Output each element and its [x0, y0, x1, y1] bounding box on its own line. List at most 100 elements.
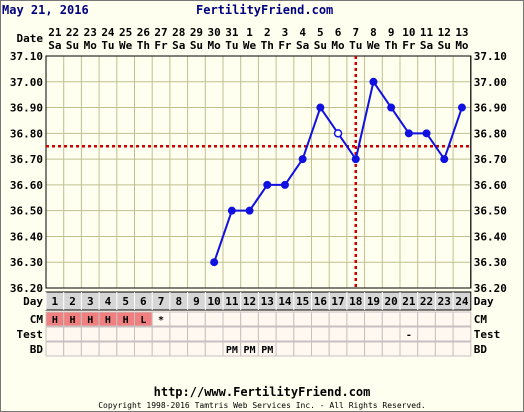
bd-cell [169, 341, 189, 357]
weekday-label: Sa [48, 39, 61, 52]
date-number: 22 [66, 26, 79, 39]
temp-line-segment [372, 81, 392, 109]
bd-value: PM [226, 345, 238, 356]
bd-cell [328, 341, 348, 357]
y-tick-label-left: 36.60 [10, 179, 43, 192]
cm-row-label-left: CM [30, 313, 44, 326]
bd-cell [116, 341, 136, 357]
cm-cell [364, 311, 383, 327]
temp-point [227, 206, 236, 215]
temp-point [387, 103, 396, 112]
weekday-label: We [119, 39, 133, 52]
temp-line-segment [354, 81, 375, 160]
bd-cell [434, 341, 454, 357]
cycle-day-number: 14 [278, 295, 292, 308]
date-number: 8 [370, 26, 377, 39]
site-name[interactable]: FertilityFriend.com [196, 3, 334, 17]
date-number: 21 [48, 26, 62, 39]
bd-cell [311, 341, 330, 357]
bd-cell [151, 341, 171, 357]
y-tick-label-left: 36.70 [10, 153, 43, 166]
date-number: 24 [101, 26, 115, 39]
y-tick-label-left: 37.10 [10, 50, 43, 63]
cm-cell [222, 311, 242, 327]
date-number: 28 [172, 26, 185, 39]
temp-point-open [333, 129, 343, 138]
date-number: 27 [154, 26, 167, 39]
weekday-label: Mo [208, 39, 222, 52]
cycle-day-number: 10 [208, 295, 221, 308]
y-tick-label-right: 36.30 [474, 256, 507, 269]
y-tick-label-left: 36.90 [10, 102, 43, 115]
date-number: 9 [388, 26, 395, 39]
date-number: 31 [225, 26, 239, 39]
temp-point [316, 103, 325, 112]
cycle-day-number: 7 [158, 295, 165, 308]
cycle-day-number: 12 [243, 295, 256, 308]
test-cell [134, 326, 153, 342]
y-tick-label-left: 36.30 [10, 256, 43, 269]
cycle-day-number: 23 [438, 295, 451, 308]
cm-cell [204, 311, 224, 327]
weekday-label: Su [66, 39, 79, 52]
cm-cell [169, 311, 189, 327]
weekday-label: Th [137, 39, 150, 52]
day-row-label-left: Day [23, 295, 43, 308]
day-row-label-right: Day [474, 295, 494, 308]
temp-point [298, 155, 307, 164]
cycle-day-number: 8 [175, 295, 182, 308]
temp-point [422, 129, 431, 138]
test-cell [311, 326, 330, 342]
cycle-day-number: 17 [331, 295, 344, 308]
weekday-label: Fr [154, 39, 168, 52]
y-tick-label-right: 36.80 [474, 127, 507, 140]
weekday-label: Th [385, 39, 398, 52]
cm-cell [275, 311, 295, 327]
test-cell [204, 326, 224, 342]
temp-point [351, 155, 360, 164]
weekday-label: Sa [420, 39, 433, 52]
cycle-day-number: 22 [420, 295, 433, 308]
date-number: 12 [438, 26, 451, 39]
cm-value: H [105, 315, 111, 326]
cm-value: H [70, 315, 76, 326]
bd-cell [381, 341, 401, 357]
weekday-label: Tu [101, 39, 114, 52]
y-tick-label-right: 36.20 [474, 282, 507, 295]
cycle-day-number: 18 [349, 295, 362, 308]
weekday-label: Mo [331, 39, 345, 52]
test-value: - [406, 330, 412, 341]
cycle-day-number: 15 [296, 295, 309, 308]
date-number: 4 [299, 26, 306, 39]
weekday-label: Tu [225, 39, 238, 52]
cm-value: L [140, 315, 146, 326]
test-cell [187, 326, 206, 342]
weekday-label: Su [438, 39, 451, 52]
plot-border [45, 55, 472, 289]
cm-cell [257, 311, 277, 327]
weekday-label: Fr [278, 39, 292, 52]
weekday-label: Mo [455, 39, 469, 52]
test-cell [98, 326, 118, 342]
date-number: 7 [352, 26, 359, 39]
date-number: 5 [317, 26, 324, 39]
weekday-label: Th [261, 39, 274, 52]
temp-line-segment [301, 107, 322, 160]
test-cell [434, 326, 454, 342]
cycle-day-number: 16 [314, 295, 328, 308]
footer-url-link[interactable]: http://www.FertilityFriend.com [153, 385, 371, 399]
cm-value: * [158, 315, 164, 326]
cycle-day-number: 4 [105, 295, 112, 308]
cycle-day-number: 6 [140, 295, 147, 308]
cycle-day-number: 20 [385, 295, 398, 308]
test-cell [116, 326, 136, 342]
bd-cell [187, 341, 206, 357]
cm-cell [399, 311, 419, 327]
date-number: 1 [246, 26, 253, 39]
test-cell [328, 326, 348, 342]
cm-cell [311, 311, 330, 327]
temp-line-segment [248, 184, 269, 212]
test-cell [381, 326, 401, 342]
date-number: 10 [402, 26, 415, 39]
cycle-day-number: 5 [122, 295, 129, 308]
